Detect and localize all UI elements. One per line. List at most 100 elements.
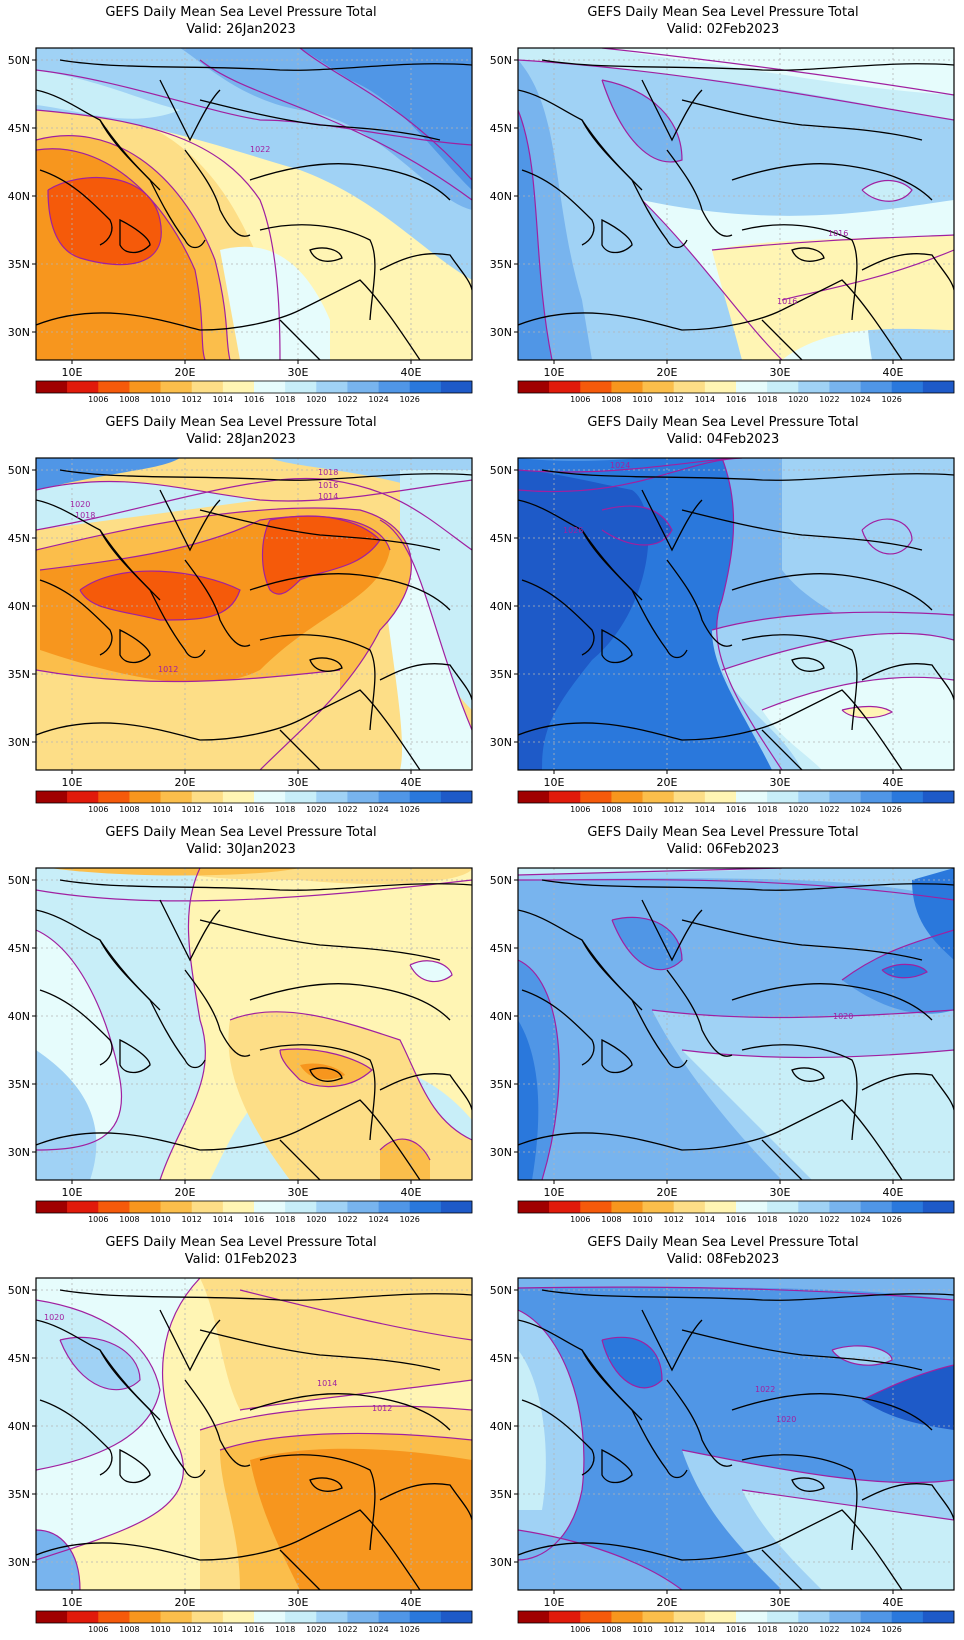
lon-tick-label: 40E [401,1596,422,1609]
colorbar-swatch [160,791,193,803]
colorbar-swatch [704,791,737,803]
pressure-band [602,80,682,162]
colorbar-label: 1024 [368,395,388,404]
coastline [731,573,933,611]
isobar-line [261,515,381,595]
isobar-line [36,669,341,683]
coastline [59,59,472,71]
coastline [99,939,161,1011]
coastline [781,1509,903,1590]
map-frame [517,1277,955,1591]
colorbar-swatch [767,791,799,803]
colorbar-swatch [518,381,550,393]
panel-valid-date: Valid: 30Jan2023 [186,842,296,857]
pressure-band [832,1345,892,1366]
coastline [39,169,113,246]
colorbar-label: 1014 [695,805,715,814]
colorbar-label: 1022 [819,805,839,814]
colorbar-label: 1018 [275,1215,295,1224]
colorbar-label: 1024 [368,1215,388,1224]
colorbar-swatch [829,381,861,393]
isobar-label: 1018 [318,468,338,477]
colorbar-label: 1008 [119,1625,139,1634]
isobar-line [229,1011,472,1141]
coastline [521,579,595,656]
pressure-band [518,1278,954,1300]
coastline [761,729,803,770]
panel-title: GEFS Daily Mean Sea Level Pressure Total [105,825,377,840]
colorbar-label: 1022 [337,395,357,404]
pressure-map: 50N 45N 40N 35N 30N 10E 20E 30E 40E 1006 1008 1010 1… [8,867,473,1224]
coastline [119,1448,151,1484]
lon-tick-label: 30E [288,776,309,789]
isobar-line [518,878,954,901]
panel-valid-date: Valid: 28Jan2023 [186,432,296,447]
colorbar-swatch [642,1611,675,1623]
isobar-label: 1020 [596,1230,616,1235]
lat-tick-label: 30N [490,1146,512,1159]
lat-tick-label: 30N [490,326,512,339]
colorbar-swatch [347,381,379,393]
colorbar-swatch [736,1201,768,1213]
colorbar-label: 1012 [182,1625,202,1634]
lon-tick-label: 20E [657,776,678,789]
colorbar-swatch [580,791,612,803]
colorbar-frame [517,1610,955,1624]
panel-title: GEFS Daily Mean Sea Level Pressure Total [587,825,859,840]
colorbar-swatch [36,1201,68,1213]
coastline [259,1454,376,1551]
colorbar-label: 1026 [882,1625,902,1634]
lon-tick-label: 20E [175,1186,196,1199]
coastline [731,1393,933,1431]
colorbar-frame [517,380,955,394]
coastline [36,719,301,741]
colorbar-label: 1010 [150,395,170,404]
colorbar-frame [35,1610,473,1624]
isobar-label: 1022 [755,1385,775,1394]
lat-tick-label: 35N [490,258,512,271]
colorbar-label: 1010 [150,1215,170,1224]
colorbar-label: 1010 [632,395,652,404]
colorbar-label: 1008 [601,395,621,404]
isobar-line [761,676,954,711]
colorbar-label: 1020 [788,1215,808,1224]
colorbar-swatch [129,791,161,803]
coastline [581,119,643,191]
coastline [518,309,783,331]
colorbar-label: 1006 [570,395,590,404]
lon-tick-label: 20E [175,776,196,789]
coastline [581,939,643,1011]
lat-tick-label: 40N [8,190,30,203]
pressure-band [36,1050,97,1180]
coastline [199,919,441,961]
coastline [379,1483,472,1521]
colorbar-label: 1024 [368,1625,388,1634]
lat-tick-label: 40N [490,600,512,613]
isobar-line [518,868,783,876]
coastline [159,1309,221,1372]
lon-tick-label: 10E [544,1596,565,1609]
lat-tick-label: 35N [8,258,30,271]
colorbar-swatch [36,1611,68,1623]
pressure-map: 1018 1020 1020 50N 45N 40N 35N 30N 10E 20E 30E 40E 1… [490,867,955,1224]
lat-tick-label: 50N [8,54,30,67]
lat-tick-label: 35N [490,668,512,681]
coastline [518,719,783,741]
coastline [184,969,251,1057]
isobar-line [36,109,281,360]
colorbar-swatch [222,791,255,803]
coastline [99,119,161,191]
panel-title: GEFS Daily Mean Sea Level Pressure Total [105,415,377,430]
isobar-line [379,519,472,731]
colorbar-label: 1006 [88,1215,108,1224]
isobar-line [199,59,472,201]
colorbar-swatch [860,791,893,803]
colorbar-label: 1020 [306,395,326,404]
coastline [541,1289,954,1301]
coastline [731,163,933,201]
coastline [184,149,251,237]
colorbar-swatch [549,1201,581,1213]
coastline [518,1129,783,1151]
coastline [666,149,733,237]
lat-tick-label: 30N [8,326,30,339]
